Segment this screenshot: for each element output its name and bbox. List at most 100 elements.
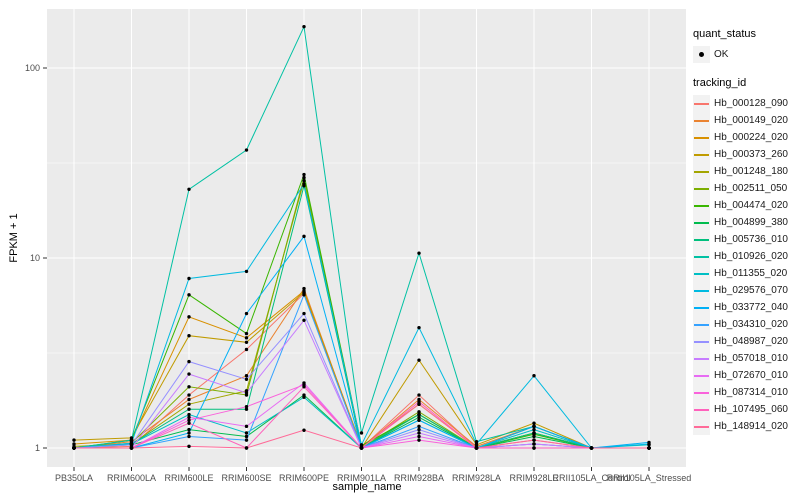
x-tick-label: PB350LA xyxy=(55,473,93,483)
plot-panel xyxy=(47,9,686,467)
legend-item-Hb_029576_070: Hb_029576_070 xyxy=(693,282,799,299)
legend-item-Hb_000224_020: Hb_000224_020 xyxy=(693,129,799,146)
y-tick-label: 100 xyxy=(25,63,40,73)
data-point-Hb_000373_260 xyxy=(417,358,421,362)
data-point-Hb_004899_380 xyxy=(244,434,249,439)
data-point-Hb_000373_260 xyxy=(72,438,76,442)
data-point-Hb_087314_010 xyxy=(187,418,191,422)
legend-item-label: Hb_148914_020 xyxy=(714,421,788,432)
legend-item-Hb_001248_180: Hb_001248_180 xyxy=(693,163,799,180)
data-point-Hb_000128_090 xyxy=(244,347,249,352)
data-point-Hb_001248_180 xyxy=(187,402,191,406)
line-swatch-icon xyxy=(693,214,710,231)
legend-item-Hb_000373_260: Hb_000373_260 xyxy=(693,146,799,163)
data-point-Hb_000224_020 xyxy=(187,315,191,319)
line-swatch-icon xyxy=(693,350,710,367)
line-swatch-icon xyxy=(693,95,710,112)
legend-item-Hb_004899_380: Hb_004899_380 xyxy=(693,214,799,231)
y-axis-title: FPKM + 1 xyxy=(8,213,20,263)
x-tick-label: RRIM928LA xyxy=(452,473,501,483)
data-point-Hb_005736_010 xyxy=(244,407,249,411)
line-swatch-icon xyxy=(693,384,710,401)
data-point-Hb_010926_020 xyxy=(417,251,421,255)
legend-item-label: Hb_000128_090 xyxy=(714,98,788,109)
line-swatch-icon xyxy=(693,146,710,163)
line-swatch-icon xyxy=(693,299,710,316)
line-swatch-icon xyxy=(693,248,710,265)
legend-item-Hb_011355_020: Hb_011355_020 xyxy=(693,265,799,282)
data-point-Hb_048987_020 xyxy=(244,377,249,381)
data-point-Hb_002511_050 xyxy=(302,175,306,180)
data-point-Hb_004474_020 xyxy=(302,172,306,177)
x-tick-label: RRIM928LE xyxy=(509,473,558,483)
legend-item-Hb_148914_020: Hb_148914_020 xyxy=(693,418,799,435)
data-point-Hb_005736_010 xyxy=(187,407,191,411)
legend-item-label: Hb_000373_260 xyxy=(714,149,788,160)
legend-item-label: Hb_057018_010 xyxy=(714,353,788,364)
tracking-id-legend-list: Hb_000128_090 Hb_000149_020 Hb_000224_020 H… xyxy=(693,95,799,435)
data-point-Hb_029576_070 xyxy=(359,443,364,447)
data-point-Hb_004899_380 xyxy=(187,427,191,432)
legend-item-Hb_000149_020: Hb_000149_020 xyxy=(693,112,799,129)
data-point-Hb_000128_090 xyxy=(187,393,191,397)
data-point-Hb_005736_010 xyxy=(417,412,421,417)
data-point-Hb_000149_020 xyxy=(302,286,306,291)
legend-title-tracking-id: tracking_id xyxy=(693,77,747,89)
line-swatch-icon xyxy=(693,282,710,299)
data-point-Hb_148914_020 xyxy=(417,402,421,406)
data-point-Hb_011355_020 xyxy=(244,431,249,435)
legend-item-label: OK xyxy=(714,49,729,60)
legend-item-Hb_005736_010: Hb_005736_010 xyxy=(693,231,799,248)
data-point-Hb_029576_070 xyxy=(302,182,306,186)
data-point-Hb_010926_020 xyxy=(187,187,191,191)
legend-item-Hb_000128_090: Hb_000128_090 xyxy=(693,95,799,112)
data-point-Hb_034310_020 xyxy=(302,293,306,297)
data-point-Hb_048987_020 xyxy=(129,443,134,447)
legend-item-label: Hb_004899_380 xyxy=(714,217,788,228)
line-swatch-icon xyxy=(693,180,710,197)
data-point-Hb_107495_060 xyxy=(417,400,421,404)
data-point-Hb_004899_380 xyxy=(532,434,536,439)
ok-point-icon xyxy=(693,46,710,63)
data-point-Hb_148914_020 xyxy=(244,446,249,450)
data-point-Hb_148914_020 xyxy=(72,446,76,450)
legend-item-ok: OK xyxy=(693,46,799,63)
data-point-Hb_029576_070 xyxy=(532,374,536,378)
data-point-Hb_033772_040 xyxy=(187,431,191,435)
legend-item-label: Hb_005736_010 xyxy=(714,234,788,245)
data-point-Hb_072670_010 xyxy=(417,434,421,439)
legend-item-Hb_087314_010: Hb_087314_010 xyxy=(693,384,799,401)
data-point-Hb_004474_020 xyxy=(187,293,191,297)
x-tick-label: RRIM928BA xyxy=(394,473,444,483)
legend-item-Hb_048987_020: Hb_048987_020 xyxy=(693,333,799,350)
line-swatch-icon xyxy=(693,333,710,350)
line-swatch-icon xyxy=(693,316,710,333)
x-tick-label: RRIM600LE xyxy=(164,473,213,483)
line-swatch-icon xyxy=(693,265,710,282)
legend-item-label: Hb_033772_040 xyxy=(714,302,788,313)
data-point-Hb_107495_060 xyxy=(187,421,191,425)
data-point-Hb_033772_040 xyxy=(532,424,536,429)
data-point-Hb_148914_020 xyxy=(129,446,134,450)
data-point-Hb_148914_020 xyxy=(187,444,191,449)
legend-item-label: Hb_107495_060 xyxy=(714,404,788,415)
data-point-Hb_000128_090 xyxy=(417,393,421,397)
data-point-Hb_000149_020 xyxy=(187,397,191,402)
line-swatch-icon xyxy=(693,418,710,435)
data-point-Hb_087314_010 xyxy=(417,438,421,442)
line-swatch-icon xyxy=(693,231,710,248)
data-point-Hb_057018_010 xyxy=(244,391,249,395)
data-point-Hb_001248_180 xyxy=(302,179,306,183)
data-point-Hb_148914_020 xyxy=(359,446,364,450)
data-point-Hb_011355_020 xyxy=(532,427,536,432)
legend: quant_status OK tracking_id Hb_000128_09… xyxy=(693,28,799,435)
legend-item-Hb_002511_050: Hb_002511_050 xyxy=(693,180,799,197)
data-point-Hb_057018_010 xyxy=(417,431,421,435)
data-point-Hb_029576_070 xyxy=(244,269,249,274)
x-tick-label: RRIM600SE xyxy=(221,473,271,483)
y-tick-label: 1 xyxy=(35,443,40,453)
data-point-Hb_072670_010 xyxy=(244,424,249,429)
data-point-Hb_010926_020 xyxy=(129,438,134,442)
x-tick-label: RRII105LA_Control xyxy=(552,473,630,483)
